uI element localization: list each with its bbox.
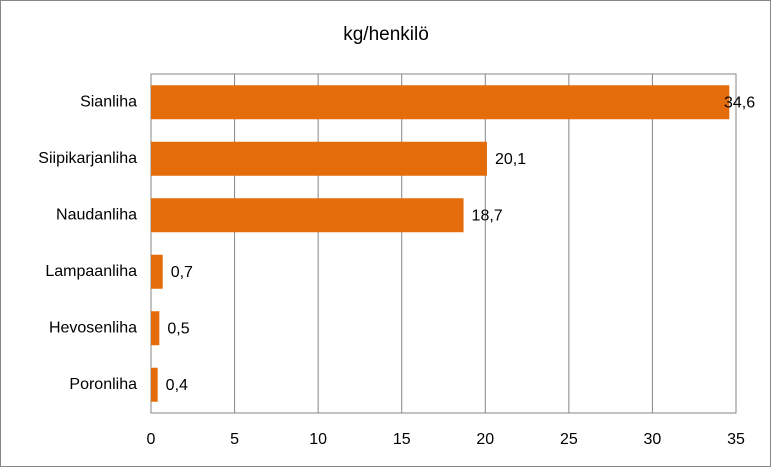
value-label: 0,7 <box>171 264 193 281</box>
x-tick-label: 30 <box>644 431 662 448</box>
y-tick-label: Hevosenliha <box>49 319 137 336</box>
bar <box>151 311 160 346</box>
x-tick-label: 10 <box>309 431 327 448</box>
x-tick-label: 15 <box>393 431 411 448</box>
value-label: 34,6 <box>724 94 755 111</box>
chart-title: kg/henkilö <box>343 24 429 45</box>
bar <box>151 198 464 233</box>
y-tick-label: Poronliha <box>69 376 137 393</box>
y-tick-label: Lampaanliha <box>45 263 137 280</box>
bar <box>151 254 163 289</box>
value-label: 18,7 <box>472 207 503 224</box>
y-tick-label: Siipikarjanliha <box>38 150 137 167</box>
x-tick-label: 35 <box>727 431 745 448</box>
x-tick-label: 5 <box>230 431 239 448</box>
bar <box>151 367 158 402</box>
y-tick-label: Naudanliha <box>56 206 137 223</box>
bar <box>151 85 730 120</box>
value-label: 20,1 <box>495 151 526 168</box>
value-label: 0,4 <box>166 377 188 394</box>
x-tick-label: 25 <box>560 431 578 448</box>
value-label: 0,5 <box>167 320 189 337</box>
x-tick-label: 20 <box>476 431 494 448</box>
y-tick-label: Sianliha <box>80 93 137 110</box>
x-tick-label: 0 <box>147 431 156 448</box>
bar <box>151 141 487 176</box>
